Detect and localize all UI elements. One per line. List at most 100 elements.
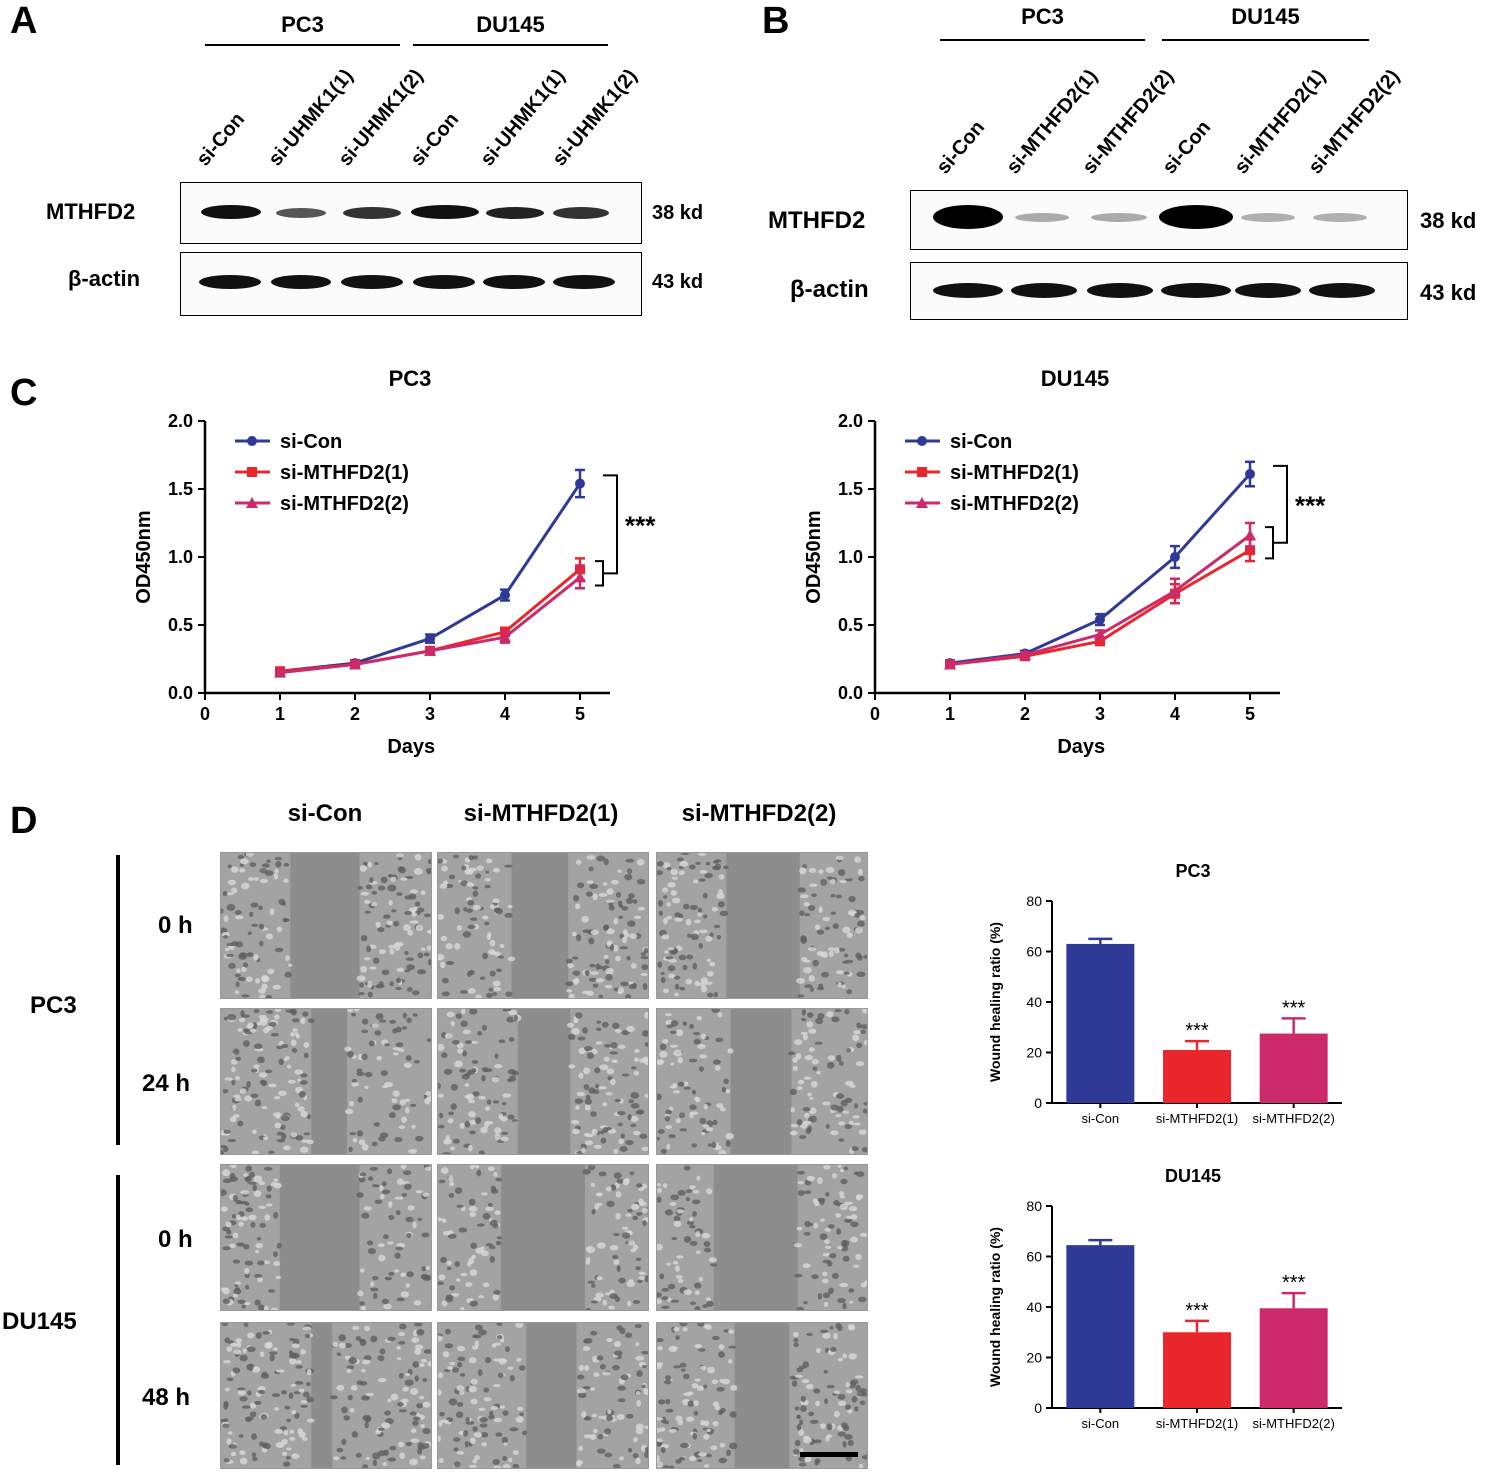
- cell-dot: [365, 884, 373, 890]
- cell-dot: [501, 1131, 509, 1135]
- y-tick-label: 0.5: [838, 615, 863, 635]
- cell-dot: [619, 946, 629, 950]
- cell-dot: [715, 1037, 724, 1043]
- cell-dot: [232, 1194, 238, 1202]
- cell-dot: [714, 1065, 721, 1071]
- cell-dot: [627, 1447, 633, 1453]
- cell-dot: [469, 1211, 477, 1217]
- cell-dot: [422, 1442, 430, 1449]
- cell-dot: [476, 1223, 485, 1227]
- cell-dot: [481, 1074, 486, 1082]
- cell-dot: [584, 1104, 591, 1111]
- cell-dot: [829, 1325, 834, 1330]
- legend-marker: [917, 436, 927, 446]
- cell-dot: [364, 1325, 371, 1332]
- cell-dot: [234, 990, 240, 995]
- cell-dot: [842, 1353, 847, 1359]
- cell-dot: [584, 1098, 592, 1105]
- cell-dot: [692, 962, 698, 970]
- cell-dot: [721, 1086, 727, 1093]
- cell-dot: [246, 1024, 253, 1029]
- cell-dot: [661, 862, 671, 869]
- cell-dot: [358, 991, 365, 996]
- cell-dot: [291, 1048, 298, 1053]
- cell-dot: [662, 887, 668, 893]
- cell-dot: [855, 1061, 865, 1067]
- cell-dot: [377, 1450, 387, 1457]
- cell-dot: [408, 1148, 417, 1154]
- cell-dot: [797, 1190, 805, 1196]
- x-tick-label: si-MTHFD2(1): [1156, 1111, 1238, 1126]
- cell-dot: [843, 1166, 849, 1171]
- cell-dot: [831, 1173, 838, 1179]
- cell-dot: [391, 909, 397, 913]
- cell-dot: [246, 1346, 256, 1353]
- cell-dot: [480, 1126, 488, 1134]
- cell-dot: [457, 1356, 466, 1362]
- cell-dot: [414, 853, 422, 861]
- cell-dot: [625, 1213, 632, 1217]
- cell-dot: [855, 1384, 861, 1392]
- cell-dot: [357, 1290, 364, 1297]
- cell-dot: [803, 1231, 811, 1236]
- cell-dot: [468, 855, 475, 861]
- cell-dot: [295, 1360, 302, 1364]
- cell-dot: [363, 957, 371, 961]
- cell-dot: [475, 1117, 482, 1124]
- cell-dot: [596, 1355, 604, 1361]
- cell-dot: [400, 1291, 410, 1298]
- y-axis-label: Wound healing ratio (%): [987, 1227, 1003, 1387]
- cell-dot: [396, 1357, 402, 1361]
- cell-dot: [675, 1335, 680, 1340]
- cell-dot: [243, 1323, 249, 1328]
- cell-dot: [582, 929, 592, 933]
- cell-dot: [239, 1354, 248, 1362]
- cell-dot: [412, 1420, 419, 1426]
- cell-dot: [609, 1244, 619, 1251]
- cell-dot: [226, 904, 236, 911]
- cell-dot: [688, 864, 696, 870]
- cell-dot: [400, 1272, 407, 1278]
- cell-dot: [301, 1437, 308, 1441]
- cell-dot: [857, 868, 863, 876]
- cell-dot: [404, 1379, 414, 1386]
- cell-dot: [789, 1130, 798, 1136]
- cell-dot: [338, 1342, 346, 1349]
- cell-dot: [387, 884, 397, 892]
- cell-dot: [415, 1135, 424, 1142]
- cell-dot: [359, 1172, 367, 1177]
- cell-dot: [830, 1130, 839, 1136]
- cell-dot: [698, 1348, 706, 1352]
- cell-dot: [638, 1271, 646, 1276]
- cell-dot: [364, 1416, 372, 1423]
- cell-dot: [667, 965, 676, 972]
- cell-dot: [383, 914, 391, 919]
- cell-dot: [694, 1378, 701, 1382]
- cell-dot: [396, 977, 401, 984]
- cell-dot: [381, 1181, 387, 1187]
- cell-dot: [833, 1333, 838, 1340]
- cell-dot: [797, 1079, 805, 1085]
- cell-dot: [703, 1433, 710, 1440]
- cell-dot: [399, 1409, 407, 1413]
- blot-a-group-du145: DU145: [476, 12, 545, 37]
- cell-dot: [445, 1328, 451, 1335]
- cell-dot: [476, 865, 485, 871]
- cell-dot: [493, 1465, 502, 1468]
- cell-dot: [626, 1025, 635, 1033]
- cell-dot: [697, 1043, 706, 1049]
- cell-dot: [856, 920, 865, 927]
- wound-cell-line-label: DU145: [2, 1308, 77, 1335]
- cell-dot: [718, 874, 725, 880]
- cell-dot: [657, 1137, 661, 1141]
- cell-dot: [257, 1260, 265, 1266]
- cell-dot: [238, 1221, 244, 1227]
- cell-dot: [474, 1165, 480, 1169]
- cell-dot: [487, 1202, 493, 1207]
- cell-dot: [253, 954, 259, 961]
- cell-dot: [596, 1276, 603, 1281]
- cell-dot: [638, 1276, 646, 1281]
- cell-dot: [396, 1178, 404, 1185]
- cell-dot: [712, 1059, 721, 1065]
- cell-dot: [677, 1189, 686, 1196]
